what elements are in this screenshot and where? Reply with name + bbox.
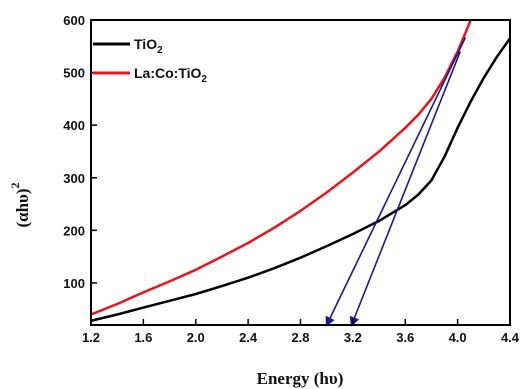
y-tick-label: 200 <box>63 223 85 238</box>
y-tick-label: 400 <box>63 118 85 133</box>
x-tick-label: 1.6 <box>134 330 152 345</box>
y-axis-label-base: (αhυ) <box>13 188 32 227</box>
x-tick-label: 3.2 <box>344 330 362 345</box>
y-tick-label: 500 <box>63 66 85 81</box>
legend-label-tio2-subscript: 2 <box>157 45 163 56</box>
y-axis-label-superscript: 2 <box>8 182 22 188</box>
series-line-1 <box>91 20 473 316</box>
y-tick-label: 100 <box>63 276 85 291</box>
y-axis-label: (αhυ)2 <box>8 182 32 227</box>
y-tick-label: 300 <box>63 171 85 186</box>
x-axis: 1.2 1.6 2.0 2.4 2.8 3.2 3.6 4.0 4.4 <box>82 319 520 345</box>
legend-label-lacotio2: La:Co:TiO2 <box>134 65 207 85</box>
x-tick-label: 1.2 <box>82 330 100 345</box>
x-axis-label: Energy (hυ) <box>257 369 344 388</box>
x-tick-label: 2.4 <box>239 330 258 345</box>
x-tick-label: 4.0 <box>449 330 467 345</box>
series-layer <box>91 20 510 323</box>
series-line-0 <box>91 37 510 323</box>
y-axis-label-group: (αhυ)2 <box>8 182 32 227</box>
y-tick-label: 600 <box>63 13 85 28</box>
x-tick-label: 2.0 <box>187 330 205 345</box>
tangent-arrow-1 <box>349 51 461 327</box>
legend: TiO2 La:Co:TiO2 <box>93 36 207 85</box>
annotation-layer <box>325 37 467 327</box>
x-tick-label: 3.6 <box>396 330 414 345</box>
x-tick-label: 2.8 <box>291 330 309 345</box>
legend-label-lacotio2-name: La:Co:TiO <box>134 65 202 81</box>
legend-label-tio2: TiO2 <box>134 36 163 56</box>
x-tick-label: 4.4 <box>501 330 520 345</box>
y-axis: 100 200 300 400 500 600 <box>63 13 97 291</box>
legend-label-tio2-name: TiO <box>134 36 157 52</box>
tangent-arrow-0 <box>325 37 467 327</box>
legend-label-lacotio2-subscript: 2 <box>201 74 207 85</box>
